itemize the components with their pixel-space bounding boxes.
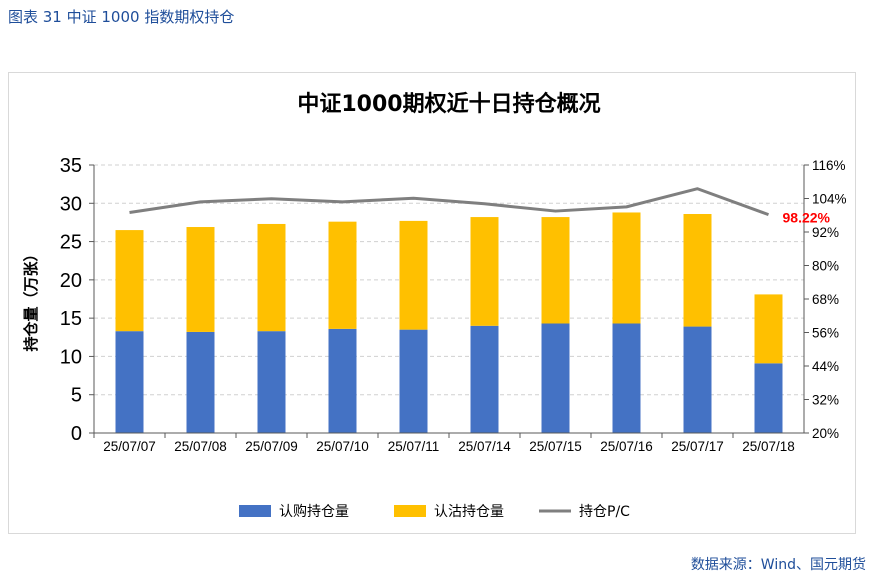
y2-tick-label-8: 116% [812, 158, 846, 173]
y-tick-label-5: 25 [60, 232, 82, 254]
line-layer [129, 187, 770, 217]
bar-call-2 [257, 331, 286, 433]
legend-layer: 认购持仓量 认沽持仓量 持仓P/C [239, 504, 630, 520]
bar-put-9 [754, 294, 783, 364]
bar-call-0 [115, 331, 144, 433]
y-tick-label-3: 15 [60, 308, 82, 330]
bar-call-8 [683, 326, 712, 433]
x-tick-label-4: 25/07/11 [388, 439, 440, 454]
y2-tick-label-7: 104% [812, 192, 847, 207]
y2-tick-label-5: 80% [812, 259, 839, 274]
y-tick-label-2: 10 [60, 346, 82, 368]
y2-tick-label-1: 32% [812, 393, 839, 408]
bar-put-2 [257, 223, 286, 332]
bar-put-4 [399, 220, 428, 330]
x-tick-label-8: 25/07/17 [671, 439, 724, 454]
x-tick-label-9: 25/07/18 [742, 439, 795, 454]
bar-put-1 [186, 227, 215, 332]
legend-label-0: 认购持仓量 [279, 504, 349, 520]
holdings-chart: 0 5 10 15 20 25 30 35 20% 32% 44% 56% 68% 80% 92% 104% 1… [22, 91, 847, 520]
y2-tick-label-2: 44% [812, 359, 839, 374]
legend-swatch-1 [394, 505, 426, 517]
x-tick-label-1: 25/07/08 [174, 439, 227, 454]
y-tick-label-6: 30 [60, 193, 82, 215]
bar-call-7 [612, 323, 641, 433]
bar-put-0 [115, 230, 144, 332]
y2-tick-label-3: 56% [812, 326, 839, 341]
bar-put-5 [470, 217, 499, 326]
chart-frame: 0 5 10 15 20 25 30 35 20% 32% 44% 56% 68% 80% 92% 104% 1… [8, 72, 856, 534]
legend-label-2: 持仓P/C [579, 504, 630, 520]
y-tick-label-4: 20 [60, 270, 82, 292]
bar-call-6 [541, 323, 570, 433]
bar-call-9 [754, 363, 783, 433]
y2-tick-label-6: 92% [812, 225, 839, 240]
bar-put-3 [328, 221, 357, 329]
bar-call-5 [470, 325, 499, 433]
label-layer: 中证1000期权近十日持仓概况 98.22% [297, 91, 830, 226]
bar-put-6 [541, 217, 570, 324]
y-tick-label-7: 35 [60, 155, 82, 177]
bar-put-8 [683, 214, 712, 327]
y-axis-title: 持仓量（万张） [22, 246, 40, 351]
chart-title: 中证1000期权近十日持仓概况 [297, 91, 600, 117]
bar-layer [115, 212, 783, 433]
y2-tick-label-4: 68% [812, 292, 839, 307]
legend-label-1: 认沽持仓量 [434, 504, 504, 520]
axis-layer: 0 5 10 15 20 25 30 35 20% 32% 44% 56% 68% 80% 92% 104% 1… [22, 155, 847, 454]
bar-call-4 [399, 329, 428, 433]
y-tick-label-0: 0 [71, 423, 82, 445]
x-tick-label-0: 25/07/07 [103, 439, 156, 454]
x-tick-label-6: 25/07/15 [529, 439, 582, 454]
x-tick-label-2: 25/07/09 [245, 439, 298, 454]
source-note: 数据来源：Wind、国元期货 [690, 557, 866, 573]
y-tick-label-1: 5 [71, 385, 82, 407]
bar-call-3 [328, 328, 357, 433]
bar-put-7 [612, 212, 641, 324]
pc-line [129, 187, 770, 217]
legend-swatch-0 [239, 505, 271, 517]
figure-caption: 图表 31 中证 1000 指数期权持仓 [8, 8, 235, 26]
x-tick-label-7: 25/07/16 [600, 439, 653, 454]
bar-call-1 [186, 331, 215, 433]
x-tick-label-5: 25/07/14 [458, 439, 511, 454]
pc-annotation-0: 98.22% [783, 210, 831, 226]
x-tick-label-3: 25/07/10 [316, 439, 369, 454]
y2-tick-label-0: 20% [812, 426, 839, 441]
